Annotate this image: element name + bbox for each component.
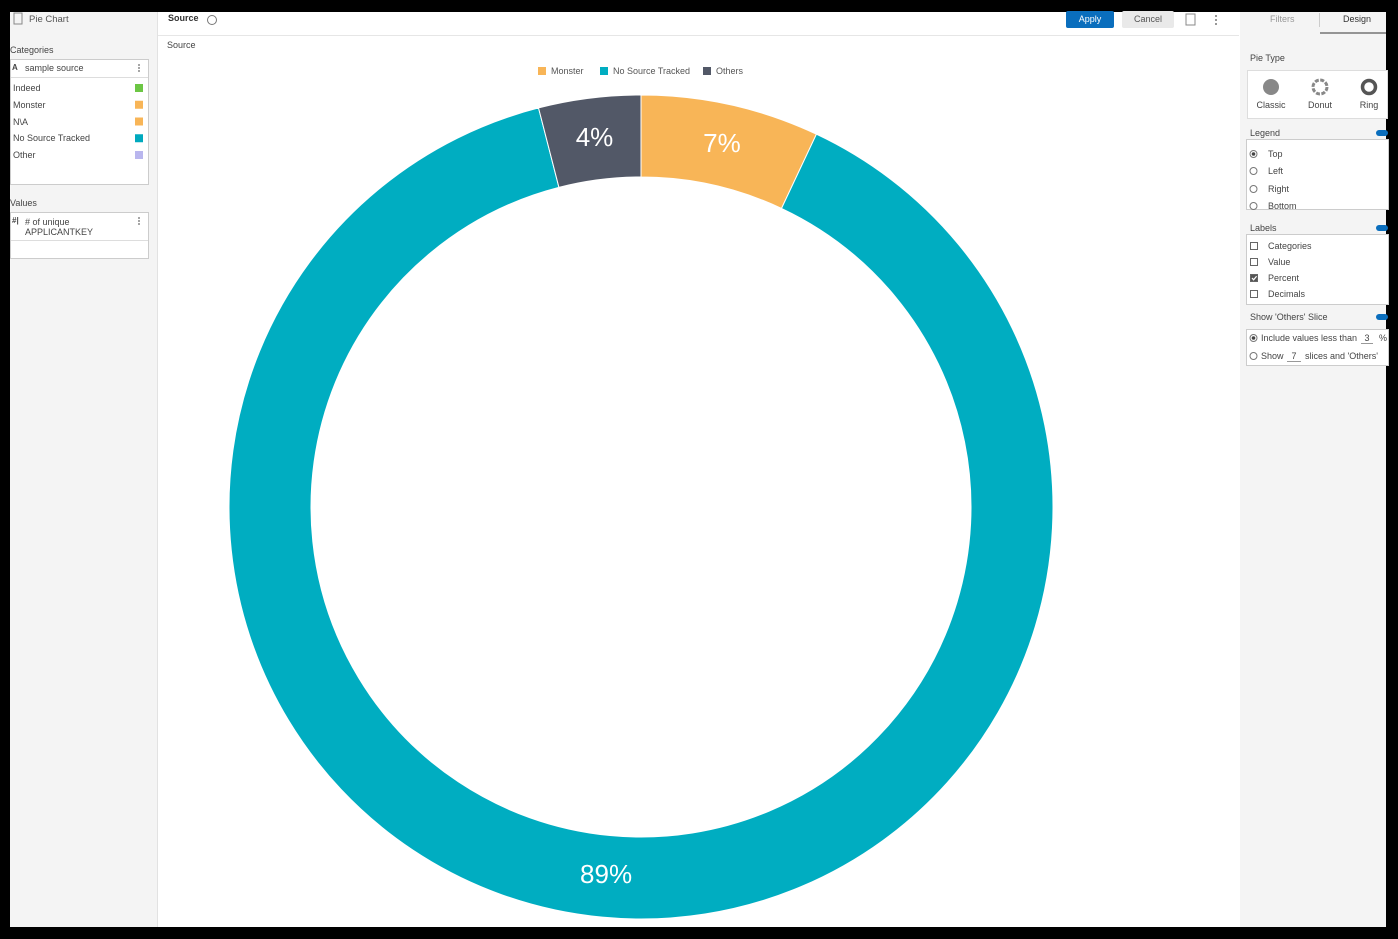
input-value[interactable]: 3 <box>1361 334 1373 344</box>
values-box <box>10 212 149 259</box>
legend-toggle[interactable] <box>1376 130 1388 136</box>
pie-type-label[interactable]: Donut <box>1307 100 1333 110</box>
radio <box>1249 352 1258 360</box>
category-item: Indeed <box>13 83 41 93</box>
export-icon[interactable] <box>1185 13 1196 26</box>
field-icon: A <box>12 63 18 72</box>
cancel-button[interactable]: Cancel <box>1122 11 1174 28</box>
section-heading: Show 'Others' Slice <box>1250 312 1328 322</box>
option-label[interactable]: Show <box>1261 351 1284 361</box>
legend-swatch <box>600 67 608 75</box>
donut-icon[interactable] <box>1311 78 1329 96</box>
field-name: sample source <box>25 63 84 73</box>
widget-title: Source <box>168 13 199 23</box>
radio <box>1249 185 1258 193</box>
category-color <box>135 134 143 143</box>
legend-swatch <box>703 67 711 75</box>
option-label[interactable]: Decimals <box>1268 289 1306 299</box>
slice-label: 4% <box>576 122 614 152</box>
menu-dot <box>138 223 140 225</box>
apply-button[interactable]: Apply <box>1066 11 1114 28</box>
option-label: slices and 'Others' <box>1305 351 1378 361</box>
checkbox <box>1250 258 1258 266</box>
checkbox <box>1250 242 1258 250</box>
option-label[interactable]: Categories <box>1268 241 1312 251</box>
option-label: % <box>1379 333 1388 343</box>
more-icon[interactable] <box>1215 15 1217 25</box>
legend-label: Others <box>716 66 744 76</box>
radio-dot <box>1251 336 1256 340</box>
menu-dot <box>138 67 140 69</box>
input-value[interactable]: 7 <box>1287 352 1301 362</box>
info-icon[interactable] <box>207 15 217 25</box>
tab[interactable]: Filters <box>1270 14 1295 24</box>
option-label[interactable]: Include values less than <box>1261 333 1358 343</box>
others-toggle[interactable] <box>1376 314 1388 320</box>
legend-label: Monster <box>551 66 584 76</box>
others-box <box>1246 329 1389 366</box>
category-color <box>135 100 143 109</box>
legend-swatch <box>538 67 546 75</box>
panel-title: Pie Chart <box>29 14 69 25</box>
menu-dot <box>138 70 140 72</box>
pie-type-label[interactable]: Ring <box>1359 100 1379 110</box>
radio <box>1249 202 1258 210</box>
category-color <box>135 84 143 92</box>
section-heading: Categories <box>10 45 54 55</box>
option-label[interactable]: Bottom <box>1268 201 1297 211</box>
labels-toggle[interactable] <box>1376 225 1388 231</box>
slice <box>537 94 642 188</box>
chart-title: Source <box>167 40 196 50</box>
section-heading: Legend <box>1250 128 1281 138</box>
classic-icon[interactable] <box>1263 79 1279 95</box>
legend-box <box>1246 139 1389 210</box>
option-label[interactable]: Right <box>1268 184 1290 194</box>
pie-chart-icon <box>13 12 23 25</box>
category-item: Monster <box>13 99 46 110</box>
section-heading: Pie Type <box>1250 53 1285 63</box>
tab[interactable]: Design <box>1343 14 1372 24</box>
field-name: # of unique APPLICANTKEY <box>25 217 94 237</box>
slice-label: 89% <box>580 859 632 889</box>
category-item: No Source Tracked <box>13 133 91 144</box>
field-icon: #| <box>12 216 19 225</box>
slice-label: 7% <box>703 128 741 158</box>
slice <box>228 107 1054 920</box>
option-label[interactable]: Left <box>1268 166 1284 176</box>
menu-dot <box>138 64 140 66</box>
option-label[interactable]: Percent <box>1268 273 1300 283</box>
menu-dot <box>138 217 140 219</box>
radio <box>1249 167 1258 175</box>
category-color <box>135 151 143 159</box>
category-color <box>135 117 143 126</box>
checkbox <box>1250 274 1258 282</box>
categories-box <box>10 59 149 185</box>
legend-label: No Source Tracked <box>613 66 691 76</box>
labels-box <box>1246 234 1389 305</box>
section-heading: Labels <box>1250 223 1277 233</box>
check <box>1251 275 1258 281</box>
ring-icon[interactable] <box>1360 78 1378 96</box>
option-label[interactable]: Top <box>1268 149 1283 159</box>
pie-type-label[interactable]: Classic <box>1256 100 1286 110</box>
section-heading: Values <box>10 198 37 208</box>
category-item: Other <box>13 150 36 160</box>
radio-dot <box>1251 152 1256 156</box>
checkbox <box>1250 290 1258 298</box>
menu-dot <box>138 220 140 222</box>
category-item: N\A <box>13 116 29 127</box>
option-label[interactable]: Value <box>1268 257 1291 267</box>
